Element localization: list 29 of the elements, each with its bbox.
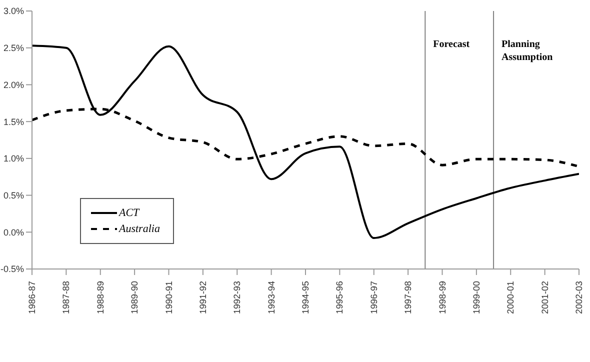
y-tick-label: -0.5% <box>0 264 24 274</box>
x-tick-label: 1986-87 <box>27 281 37 314</box>
legend-label: Australia <box>119 223 160 235</box>
x-tick-label: 2000-01 <box>506 281 516 314</box>
annotation: Forecast <box>433 39 470 50</box>
y-tick-label: 1.5% <box>3 116 24 127</box>
x-tick-label: 1999-00 <box>471 281 482 314</box>
x-tick-label: 1988-89 <box>95 281 106 314</box>
annotation: Planning Assumption <box>502 39 554 63</box>
y-tick-label: 2.5% <box>3 43 24 54</box>
y-tick-label: 2.0% <box>3 80 24 90</box>
x-tick-label: 1990-91 <box>164 281 174 314</box>
x-tick-label: 1997-98 <box>403 281 414 314</box>
legend-label: ACT <box>119 207 140 219</box>
x-tick-label: 1991-92 <box>198 281 208 314</box>
x-tick-label: 1987-88 <box>61 281 72 314</box>
x-tick-label: 2002-03 <box>574 281 584 314</box>
y-tick-label: 0.5% <box>3 190 24 200</box>
y-tick-label: 3.0% <box>3 6 24 16</box>
x-tick-label: 1994-95 <box>300 281 310 314</box>
x-tick-label: 1996-97 <box>368 281 379 314</box>
y-tick-label: 1.0% <box>3 154 24 164</box>
y-tick-label: 0.0% <box>3 227 24 238</box>
x-tick-label: 1989-90 <box>130 281 140 314</box>
x-tick-label: 1995-96 <box>334 281 345 314</box>
x-tick-label: 1992-93 <box>232 281 242 314</box>
x-tick-label: 2001-02 <box>540 281 550 314</box>
x-tick-label: 1993-94 <box>266 281 276 314</box>
x-tick-label: 1998-99 <box>437 281 448 314</box>
